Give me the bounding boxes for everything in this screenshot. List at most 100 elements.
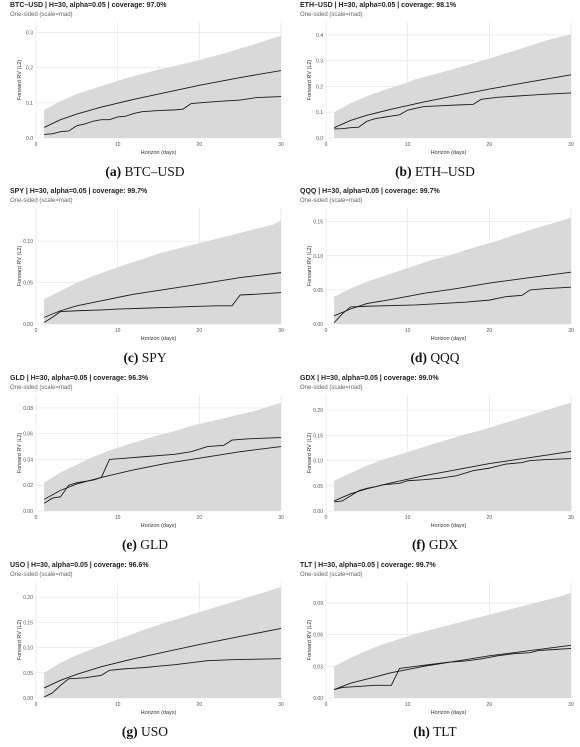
y-tick-label: 0.00 xyxy=(313,322,323,328)
y-tick-label: 0.3 xyxy=(316,59,323,65)
caption-name: QQQ xyxy=(430,350,460,365)
x-tick-label: 0 xyxy=(325,515,328,521)
forecast-line xyxy=(43,70,282,128)
chart-panel-a: BTC–USD | H=30, alpha=0.05 | coverage: 9… xyxy=(0,0,290,186)
x-axis-label: Horizon (days) xyxy=(141,336,177,342)
x-tick-label: 0 xyxy=(325,142,328,148)
chart-title: USO | H=30, alpha=0.05 | coverage: 96.6% xyxy=(10,562,149,569)
y-tick-label: 0.05 xyxy=(313,288,323,294)
chart-subtitle: One-sided (scale=mad) xyxy=(10,198,73,204)
y-tick-label: 0.15 xyxy=(313,220,323,226)
y-tick-label: 0.06 xyxy=(313,633,323,639)
y-axis-label: Forward RV (L2) xyxy=(307,433,313,474)
prediction-band xyxy=(44,402,281,511)
realized-line xyxy=(334,647,572,690)
chart-title: TLT | H=30, alpha=0.05 | coverage: 99.7% xyxy=(300,562,436,569)
x-tick-label: 0 xyxy=(325,328,328,334)
x-tick-label: 20 xyxy=(487,328,493,334)
x-tick-label: 10 xyxy=(115,702,121,708)
x-tick-label: 30 xyxy=(278,702,284,708)
x-tick-label: 20 xyxy=(487,702,493,708)
realized-line xyxy=(44,96,282,135)
y-tick-label: 0.4 xyxy=(316,33,323,39)
y-axis-label: Forward RV (L2) xyxy=(17,433,23,474)
chart-panel-d: QQQ | H=30, alpha=0.05 | coverage: 99.7%… xyxy=(290,186,580,372)
chart-title: GLD | H=30, alpha=0.05 | coverage: 96.3% xyxy=(10,375,149,382)
realized-line xyxy=(43,658,282,698)
prediction-band xyxy=(334,217,571,324)
caption-name: GDX xyxy=(428,537,459,552)
realized-line xyxy=(333,286,572,323)
x-axis-label: Horizon (days) xyxy=(431,336,467,342)
caption-letter: (d) xyxy=(410,350,427,365)
y-tick-label: 0.2 xyxy=(316,84,323,90)
chart-svg: 0.00 0.05 0.10 0.15 0 10 20 30 Horizon (days) For… xyxy=(307,208,574,342)
y-tick-label: 0.10 xyxy=(313,459,323,465)
y-tick-label: 0.09 xyxy=(313,601,323,607)
y-tick-label: 0.00 xyxy=(23,322,33,328)
chart-panel-e: GLD | H=30, alpha=0.05 | coverage: 96.3%… xyxy=(0,373,290,559)
x-tick-label: 20 xyxy=(487,142,493,148)
forecast-line xyxy=(43,627,282,689)
y-tick-label: 0.0 xyxy=(316,136,323,142)
x-tick-label: 10 xyxy=(115,142,121,148)
prediction-band xyxy=(44,220,281,324)
forecast-line xyxy=(333,271,572,317)
chart-panel-h: TLT | H=30, alpha=0.05 | coverage: 99.7%… xyxy=(290,560,580,746)
x-axis-label: Horizon (days) xyxy=(431,710,467,716)
y-tick-label: 0.05 xyxy=(23,671,33,677)
y-tick-label: 0.02 xyxy=(23,483,33,489)
subfigure-caption: (g) USO xyxy=(0,724,290,740)
x-tick-label: 0 xyxy=(35,328,38,334)
forecast-line xyxy=(333,74,572,129)
forecast-line xyxy=(43,272,282,318)
x-tick-label: 10 xyxy=(405,515,411,521)
chart-title: QQQ | H=30, alpha=0.05 | coverage: 99.7% xyxy=(300,188,440,195)
y-tick-label: 0.03 xyxy=(313,664,323,670)
y-axis-label: Forward RV (L2) xyxy=(307,60,313,101)
x-tick-label: 0 xyxy=(35,142,38,148)
y-axis-label: Forward RV (L2) xyxy=(17,246,23,287)
caption-name: SPY xyxy=(141,350,167,365)
y-tick-label: 0.05 xyxy=(23,281,33,287)
subfigure-caption: (b) ETH–USD xyxy=(290,164,580,180)
chart-panel-c: SPY | H=30, alpha=0.05 | coverage: 99.7%… xyxy=(0,186,290,372)
y-tick-label: 0.10 xyxy=(23,239,33,245)
x-tick-label: 30 xyxy=(278,328,284,334)
x-tick-label: 20 xyxy=(197,702,203,708)
y-tick-label: 0.00 xyxy=(23,509,33,515)
chart-panel-g: USO | H=30, alpha=0.05 | coverage: 96.6%… xyxy=(0,560,290,746)
x-tick-label: 30 xyxy=(568,515,574,521)
x-tick-label: 0 xyxy=(35,515,38,521)
x-axis-label: Horizon (days) xyxy=(141,710,177,716)
y-tick-label: 0.0 xyxy=(26,136,33,142)
y-tick-label: 0.05 xyxy=(313,484,323,490)
subfigure-caption: (c) SPY xyxy=(0,350,290,366)
x-tick-label: 30 xyxy=(568,328,574,334)
prediction-band xyxy=(334,34,571,139)
x-tick-label: 10 xyxy=(405,328,411,334)
chart-title: SPY | H=30, alpha=0.05 | coverage: 99.7% xyxy=(10,188,148,195)
caption-letter: (g) xyxy=(121,724,138,739)
chart-svg: 0.0 0.1 0.2 0.3 0.4 0 10 20 30 Horizon (days) Forw… xyxy=(307,22,574,156)
y-tick-label: 0.00 xyxy=(313,696,323,702)
x-tick-label: 10 xyxy=(115,515,121,521)
chart-subtitle: One-sided (scale=mad) xyxy=(10,385,73,391)
y-tick-label: 0.00 xyxy=(313,509,323,515)
caption-name: TLT xyxy=(433,724,457,739)
x-tick-label: 20 xyxy=(197,515,203,521)
chart-panel-f: GDX | H=30, alpha=0.05 | coverage: 99.0%… xyxy=(290,373,580,559)
chart-svg: 0.00 0.03 0.06 0.09 0 10 20 30 Horizon (days) For… xyxy=(307,582,574,716)
y-tick-label: 0.08 xyxy=(23,406,33,412)
realized-line xyxy=(334,458,572,503)
x-tick-label: 20 xyxy=(197,142,203,148)
x-tick-label: 30 xyxy=(568,142,574,148)
x-tick-label: 30 xyxy=(278,515,284,521)
chart-subtitle: One-sided (scale=mad) xyxy=(300,198,363,204)
x-tick-label: 30 xyxy=(278,142,284,148)
prediction-band xyxy=(334,592,571,698)
realized-line xyxy=(43,437,282,504)
chart-svg: 0.00 0.05 0.10 0.15 0.20 0 10 20 30 Horizon (days… xyxy=(307,395,574,529)
chart-panel-b: ETH–USD | H=30, alpha=0.05 | coverage: 9… xyxy=(290,0,580,186)
realized-line xyxy=(334,92,572,130)
